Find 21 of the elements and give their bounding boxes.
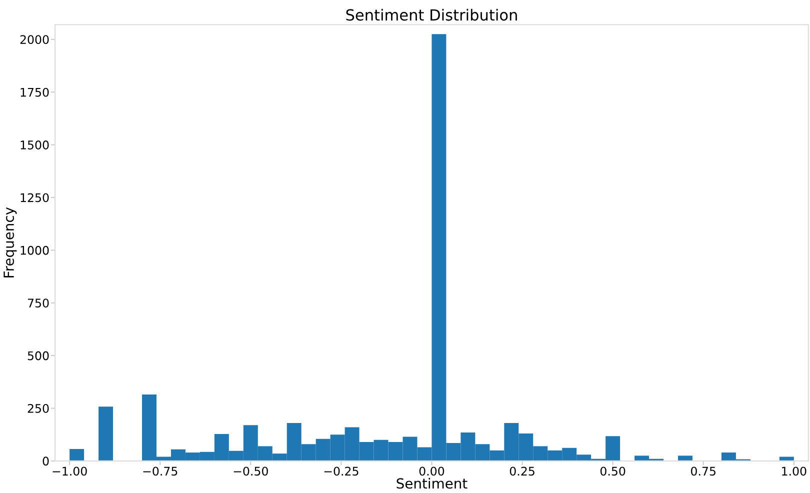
x-tick-label: −0.25	[324, 466, 358, 476]
x-tick-label: 0.25	[510, 466, 534, 476]
x-tick-label: 0.00	[419, 466, 444, 476]
y-tick-label: 2000	[20, 35, 49, 44]
y-tick-label: 750	[28, 298, 49, 308]
y-tick-label: 1500	[20, 140, 49, 150]
x-tick-label: −1.00	[52, 466, 87, 476]
x-tick-label: −0.75	[143, 466, 178, 476]
chart-title: Sentiment Distribution	[346, 8, 517, 21]
y-axis-title: Frequency	[4, 207, 17, 278]
y-tick-label: 0	[42, 456, 49, 466]
x-tick-label: 0.75	[690, 466, 716, 476]
x-tick-label: −0.50	[234, 466, 268, 476]
y-tick-label: 500	[28, 351, 49, 360]
y-tick-label: 250	[28, 404, 49, 413]
y-tick-label: 1000	[20, 246, 49, 255]
x-tick-label: 0.50	[600, 466, 626, 476]
y-tick-label: 1750	[20, 88, 49, 97]
y-tick-label: 1250	[20, 193, 49, 202]
x-tick-label: 1.00	[782, 466, 806, 476]
x-axis-title: Sentiment	[396, 478, 468, 489]
